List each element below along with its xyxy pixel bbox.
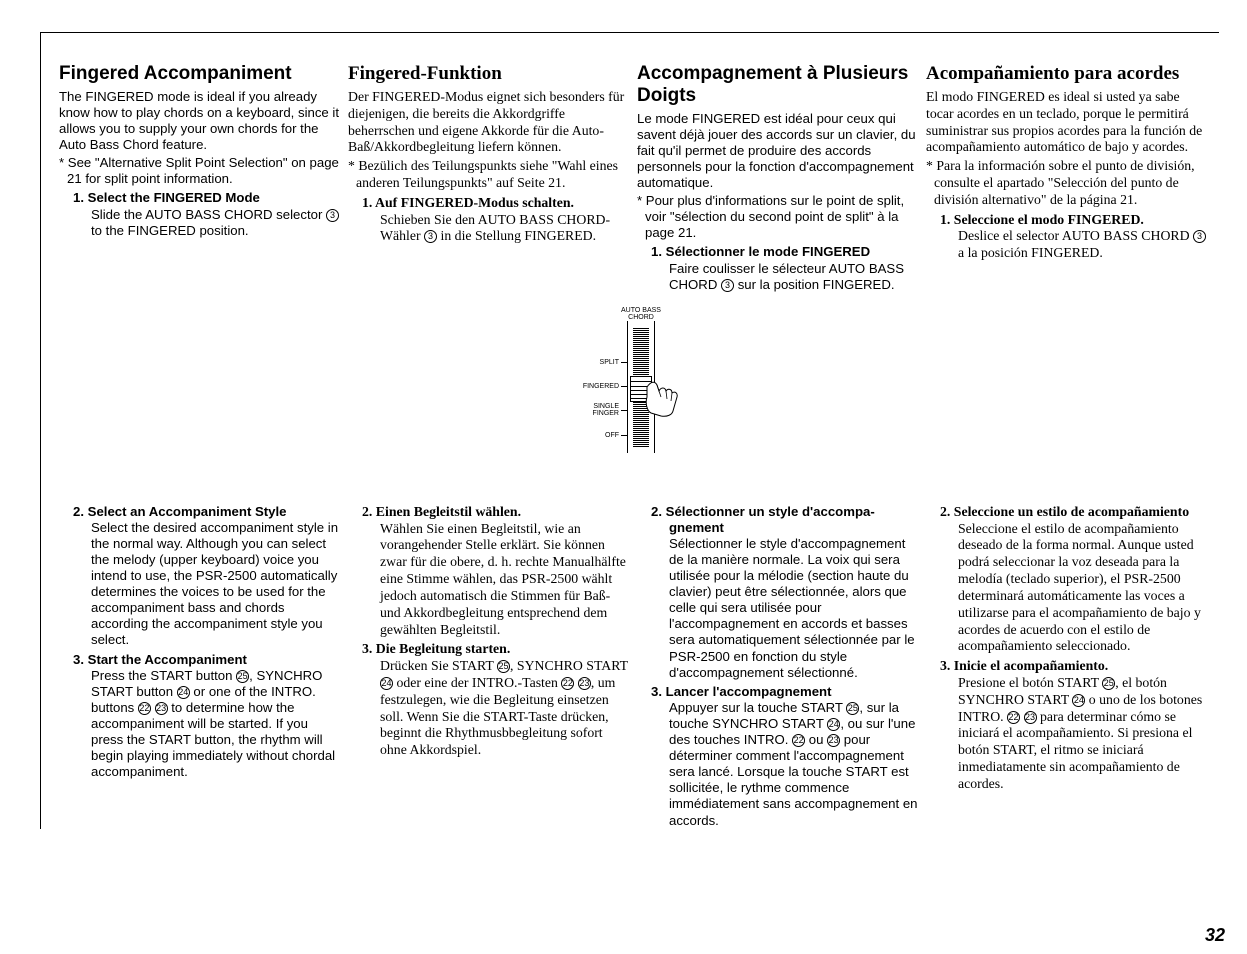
tick-fingered (621, 386, 627, 387)
es-step-1: 1. Seleccione el modo FINGERED. Deslice … (926, 212, 1207, 262)
es-step3-head: 3. Inicie el acompañamiento. (958, 658, 1207, 675)
fr-step3-body: Appuyer sur la touche START 25, sur la t… (669, 700, 918, 829)
en-step-3: 3. Start the Accompaniment Press the STA… (59, 652, 340, 781)
fr-step-2: 2. Sélectionner un style d'accompa­gneme… (637, 504, 918, 681)
tick-split (621, 362, 627, 363)
en-intro: The FINGERED mode is ideal if you alread… (59, 89, 340, 153)
de-step2-body: Wählen Sie einen Begleitstil, wie an vor… (380, 521, 629, 639)
de-step1-body: Schieben Sie den AUTO BASS CHORD-Wähler … (380, 212, 629, 246)
es-title: Acompañamiento para acordes (926, 63, 1207, 85)
es-step-3: 3. Inicie el acompañamiento. Presione el… (926, 658, 1207, 793)
en-step1-head: 1. Select the FINGERED Mode (91, 190, 340, 206)
auto-bass-chord-diagram: AUTO BASS CHORD SPLIT FINGERED SINGLE FI… (573, 307, 693, 481)
col-french-bottom: 2. Sélectionner un style d'accompa­gneme… (637, 501, 918, 829)
fr-step2-body: Sélectionner le style d'accompa­gnement … (669, 536, 918, 681)
fr-note: * Pour plus d'informations sur le point … (637, 193, 918, 241)
de-intro: Der FINGERED-Modus eignet sich besonders… (348, 89, 629, 156)
manual-page: Fingered Accompaniment The FINGERED mode… (0, 0, 1247, 954)
de-step2-head: 2. Einen Begleitstil wählen. (380, 504, 629, 521)
en-step3-head: 3. Start the Accompaniment (91, 652, 340, 668)
tick-off (621, 435, 627, 436)
de-step-3: 3. Die Begleitung starten. Drücken Sie S… (348, 641, 629, 759)
fr-step3-head: 3. Lancer l'accompagnement (669, 684, 918, 700)
de-step-1: 1. Auf FINGERED-Modus schalten. Schieben… (348, 195, 629, 245)
es-step1-head: 1. Seleccione el modo FINGERED. (958, 212, 1207, 229)
top-columns: Fingered Accompaniment The FINGERED mode… (59, 63, 1207, 293)
tick-single (621, 410, 627, 411)
diagram-wrap: AUTO BASS CHORD SPLIT FINGERED SINGLE FI… (59, 307, 1207, 481)
es-note: * Para la información sobre el punto de … (926, 158, 1207, 208)
es-intro: El modo FINGERED es ideal si usted ya sa… (926, 89, 1207, 156)
en-step-2: 2. Select an Accompaniment Style Select … (59, 504, 340, 649)
en-step-1: 1. Select the FINGERED Mode Slide the AU… (59, 190, 340, 238)
lbl-single-finger: SINGLE FINGER (573, 403, 619, 417)
de-step3-head: 3. Die Begleitung starten. (380, 641, 629, 658)
de-note: * Bezülich des Teilungspunkts siehe "Wah… (348, 158, 629, 192)
content-frame: Fingered Accompaniment The FINGERED mode… (40, 32, 1219, 829)
col-spanish: Acompañamiento para acordes El modo FING… (926, 63, 1207, 293)
en-step3-body: Press the START button 25, SYNCHRO START… (91, 668, 340, 781)
de-title: Fingered-Funktion (348, 63, 629, 85)
col-german-bottom: 2. Einen Begleitstil wählen. Wählen Sie … (348, 501, 629, 829)
es-step1-body: Deslice el selector AUTO BASS CHORD 3 a … (958, 228, 1207, 262)
de-step3-body: Drücken Sie START 25, SYNCHRO START 24 o… (380, 658, 629, 759)
fr-title: Accompagnement à Plusieurs Doigts (637, 63, 918, 107)
hand-pointer-icon (645, 379, 687, 419)
page-number: 32 (1205, 925, 1225, 946)
en-step2-body: Select the desired accompaniment style i… (91, 520, 340, 649)
col-spanish-bottom: 2. Seleccione un estilo de acompañamient… (926, 501, 1207, 829)
lbl-split: SPLIT (573, 359, 619, 366)
bottom-columns: 2. Select an Accompaniment Style Select … (59, 501, 1207, 829)
lbl-off: OFF (573, 432, 619, 439)
fr-step1-head: 1. Sélectionner le mode FINGERED (669, 244, 918, 260)
es-step2-body: Seleccione el estilo de acompañamiento d… (958, 521, 1207, 656)
fr-step1-body: Faire coulisser le sélecteur AUTO BASS C… (669, 261, 918, 293)
fr-intro: Le mode FINGERED est idéal pour ceux qui… (637, 111, 918, 191)
es-step2-head: 2. Seleccione un estilo de acompañamient… (958, 504, 1207, 521)
en-step2-head: 2. Select an Accompaniment Style (91, 504, 340, 520)
diagram-title-line2: CHORD (628, 314, 654, 321)
fr-step2-head: 2. Sélectionner un style d'accompa­gneme… (669, 504, 918, 536)
fr-step-3: 3. Lancer l'accompagnement Appuyer sur l… (637, 684, 918, 829)
es-step3-body: Presione el botón START 25, el botón SYN… (958, 675, 1207, 793)
col-english-bottom: 2. Select an Accompaniment Style Select … (59, 501, 340, 829)
fr-step-1: 1. Sélectionner le mode FINGERED Faire c… (637, 244, 918, 292)
col-german: Fingered-Funktion Der FINGERED-Modus eig… (348, 63, 629, 293)
col-french: Accompagnement à Plusieurs Doigts Le mod… (637, 63, 918, 293)
en-note: * See "Alternative Split Point Selection… (59, 155, 340, 187)
en-title: Fingered Accompaniment (59, 63, 340, 85)
es-step-2: 2. Seleccione un estilo de acompañamient… (926, 504, 1207, 655)
de-step1-head: 1. Auf FINGERED-Modus schalten. (380, 195, 629, 212)
diagram-title-line1: AUTO BASS (621, 307, 661, 314)
de-step-2: 2. Einen Begleitstil wählen. Wählen Sie … (348, 504, 629, 639)
col-english: Fingered Accompaniment The FINGERED mode… (59, 63, 340, 293)
lbl-fingered: FINGERED (573, 383, 619, 390)
diagram-title: AUTO BASS CHORD (613, 307, 669, 321)
en-step1-body: Slide the AUTO BASS CHORD selector 3 to … (91, 207, 340, 239)
